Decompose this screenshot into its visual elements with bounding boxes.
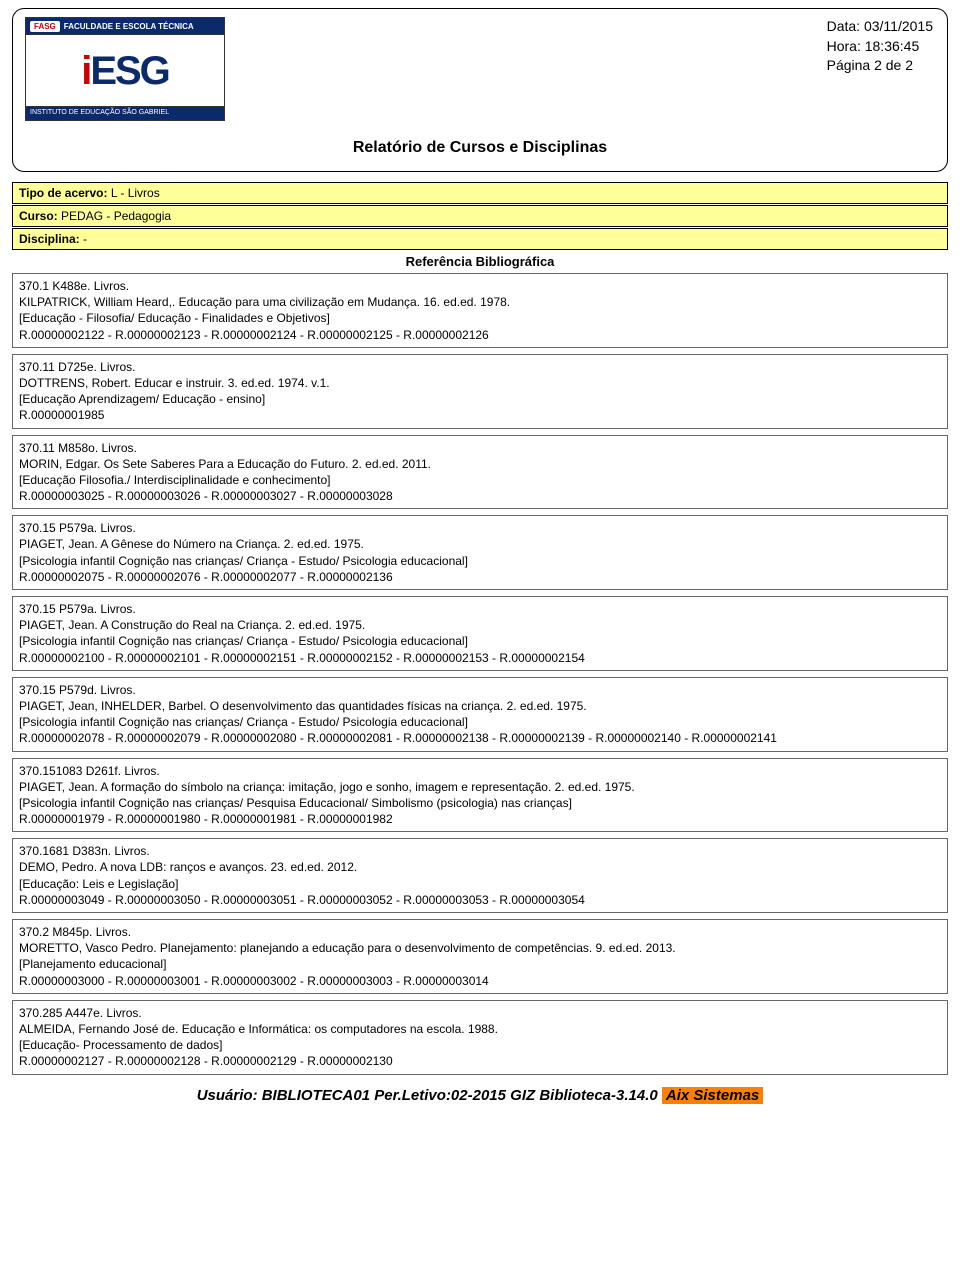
logo-top-text: FACULDADE E ESCOLA TÉCNICA <box>64 22 194 31</box>
bibliographic-entry: 370.2 M845p. Livros. MORETTO, Vasco Pedr… <box>12 919 948 994</box>
bibliographic-entry: 370.11 D725e. Livros. DOTTRENS, Robert. … <box>12 354 948 429</box>
logo-badge: FASG <box>30 21 60 32</box>
filter-tipo-label: Tipo de acervo: <box>19 186 107 200</box>
bibliographic-entry: 370.285 A447e. Livros. ALMEIDA, Fernando… <box>12 1000 948 1075</box>
logo-text: iESG <box>81 51 169 91</box>
bibliographic-entry: 370.1681 D383n. Livros. DEMO, Pedro. A n… <box>12 838 948 913</box>
bibliographic-entry: 370.15 P579d. Livros. PIAGET, Jean, INHE… <box>12 677 948 752</box>
report-title: Relatório de Cursos e Disciplinas <box>25 139 935 157</box>
logo: FASG FACULDADE E ESCOLA TÉCNICA iESG INS… <box>25 17 225 121</box>
reference-header: Referência Bibliográfica <box>12 254 948 269</box>
meta-time: Hora: 18:36:45 <box>827 37 933 57</box>
bibliographic-entry: 370.151083 D261f. Livros. PIAGET, Jean. … <box>12 758 948 833</box>
logo-top-bar: FASG FACULDADE E ESCOLA TÉCNICA <box>25 17 225 35</box>
filter-tipo-value: L - Livros <box>111 186 160 200</box>
filter-disciplina-label: Disciplina: <box>19 232 80 246</box>
filter-tipo: Tipo de acervo: L - Livros <box>12 182 948 204</box>
bibliographic-entry: 370.1 K488e. Livros. KILPATRICK, William… <box>12 273 948 348</box>
footer: Usuário: BIBLIOTECA01 Per.Letivo:02-2015… <box>12 1087 948 1104</box>
bibliographic-entry: 370.11 M858o. Livros. MORIN, Edgar. Os S… <box>12 435 948 510</box>
meta-page: Página 2 de 2 <box>827 56 933 76</box>
filter-curso-value: PEDAG - Pedagogia <box>61 209 171 223</box>
bibliographic-entry: 370.15 P579a. Livros. PIAGET, Jean. A Co… <box>12 596 948 671</box>
meta-date: Data: 03/11/2015 <box>827 17 933 37</box>
entries-list: 370.1 K488e. Livros. KILPATRICK, William… <box>12 273 948 1075</box>
filter-curso-label: Curso: <box>19 209 58 223</box>
filter-curso: Curso: PEDAG - Pedagogia <box>12 205 948 227</box>
footer-user: Usuário: BIBLIOTECA01 Per.Letivo:02-2015… <box>197 1087 658 1104</box>
logo-main: iESG <box>25 35 225 107</box>
filter-disciplina-value: - <box>83 232 87 246</box>
header-meta: Data: 03/11/2015 Hora: 18:36:45 Página 2… <box>827 17 933 76</box>
report-header: FASG FACULDADE E ESCOLA TÉCNICA iESG INS… <box>12 8 948 172</box>
footer-aix: Aix Sistemas <box>662 1087 763 1104</box>
bibliographic-entry: 370.15 P579a. Livros. PIAGET, Jean. A Gê… <box>12 515 948 590</box>
page-container: FASG FACULDADE E ESCOLA TÉCNICA iESG INS… <box>0 0 960 1112</box>
filter-disciplina: Disciplina: - <box>12 228 948 250</box>
logo-sub-bar: INSTITUTO DE EDUCAÇÃO SÃO GABRIEL <box>25 107 225 121</box>
